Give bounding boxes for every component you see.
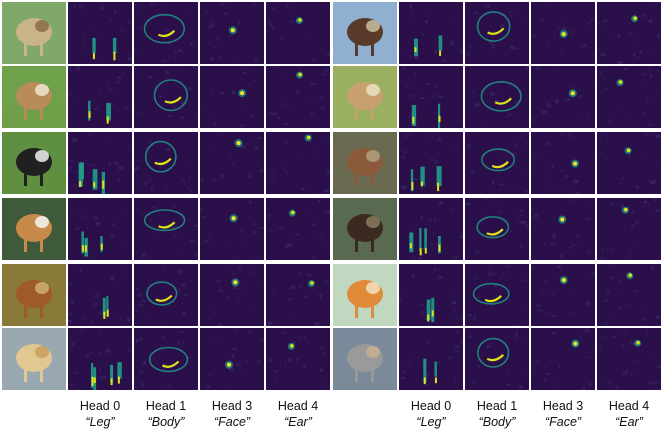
horse-photo — [333, 2, 397, 64]
attention-map-head-3 — [200, 132, 264, 194]
attention-map-head-1 — [465, 132, 529, 194]
attention-map-head-0 — [68, 264, 132, 326]
attention-map-head-1 — [134, 2, 198, 64]
attention-map-head-3 — [531, 328, 595, 390]
attention-map-head-3 — [531, 198, 595, 260]
attention-map-head-1 — [134, 264, 198, 326]
attention-map-head-1 — [465, 66, 529, 128]
attention-map-head-4 — [266, 66, 330, 128]
attention-map-head-0 — [68, 2, 132, 64]
head-caption: Head 4 “Ear” — [265, 398, 331, 430]
attention-map-head-0 — [399, 2, 463, 64]
attention-map-head-4 — [597, 132, 661, 194]
cow-photo — [2, 66, 66, 128]
attention-map-head-0 — [399, 66, 463, 128]
attention-map-head-1 — [134, 198, 198, 260]
standing-deer-photo — [333, 132, 397, 194]
attention-map-head-4 — [597, 328, 661, 390]
head-caption: Head 4 “Ear” — [596, 398, 662, 430]
attention-map-head-0 — [399, 132, 463, 194]
head-caption: Head 1 “Body” — [464, 398, 530, 430]
attention-map-head-0 — [399, 264, 463, 326]
attention-map-head-1 — [134, 132, 198, 194]
head-caption: Head 3 “Face” — [530, 398, 596, 430]
attention-map-head-1 — [465, 264, 529, 326]
head-caption: Head 3 “Face” — [199, 398, 265, 430]
attention-map-head-0 — [68, 66, 132, 128]
head-part-label: “Body” — [147, 415, 185, 429]
brown-dog-photo — [2, 264, 66, 326]
head-name: Head 4 — [608, 399, 650, 413]
head-part-label: “Face” — [544, 415, 582, 429]
head-name: Head 0 — [79, 399, 121, 413]
attention-map-head-4 — [266, 328, 330, 390]
attention-map-head-1 — [465, 2, 529, 64]
holstein-cow-photo — [2, 132, 66, 194]
attention-map-head-3 — [200, 328, 264, 390]
monkey-photo — [2, 2, 66, 64]
head-part-label: “Ear” — [615, 415, 643, 429]
attention-map-head-0 — [68, 132, 132, 194]
head-part-label: “Leg” — [416, 415, 446, 429]
attention-map-head-1 — [134, 328, 198, 390]
attention-map-head-4 — [597, 264, 661, 326]
beagle-dog-photo — [2, 198, 66, 260]
head-name: Head 1 — [476, 399, 518, 413]
shiba-puppy-photo — [333, 264, 397, 326]
attention-map-head-4 — [597, 66, 661, 128]
head-name: Head 0 — [410, 399, 452, 413]
head-name: Head 1 — [145, 399, 187, 413]
two-puppies-photo — [2, 328, 66, 390]
attention-map-head-3 — [531, 66, 595, 128]
attention-map-head-3 — [200, 198, 264, 260]
head-name: Head 3 — [211, 399, 253, 413]
head-caption: Head 0 “Leg” — [398, 398, 464, 430]
attention-map-head-1 — [465, 198, 529, 260]
attention-map-head-3 — [200, 2, 264, 64]
attention-map-head-3 — [200, 66, 264, 128]
head-part-label: “Ear” — [284, 415, 312, 429]
head-name: Head 3 — [542, 399, 584, 413]
attention-map-head-3 — [200, 264, 264, 326]
attention-map-head-4 — [266, 198, 330, 260]
attention-map-head-4 — [266, 132, 330, 194]
head-part-label: “Body” — [478, 415, 516, 429]
donkeys-photo — [333, 198, 397, 260]
attention-map-head-1 — [465, 328, 529, 390]
head-part-label: “Leg” — [85, 415, 115, 429]
attention-map-head-0 — [399, 328, 463, 390]
head-caption: Head 1 “Body” — [133, 398, 199, 430]
attention-map-head-4 — [597, 2, 661, 64]
attention-map-head-3 — [531, 132, 595, 194]
head-part-label: “Face” — [213, 415, 251, 429]
koala-photo — [333, 328, 397, 390]
deer-photo — [333, 66, 397, 128]
attention-map-head-0 — [68, 198, 132, 260]
head-name: Head 4 — [277, 399, 319, 413]
attention-map-head-4 — [597, 198, 661, 260]
attention-map-head-3 — [531, 2, 595, 64]
attention-map-head-3 — [531, 264, 595, 326]
attention-map-head-4 — [266, 2, 330, 64]
attention-map-head-4 — [266, 264, 330, 326]
head-caption: Head 0 “Leg” — [67, 398, 133, 430]
attention-map-head-0 — [68, 328, 132, 390]
attention-map-head-1 — [134, 66, 198, 128]
attention-map-head-0 — [399, 198, 463, 260]
